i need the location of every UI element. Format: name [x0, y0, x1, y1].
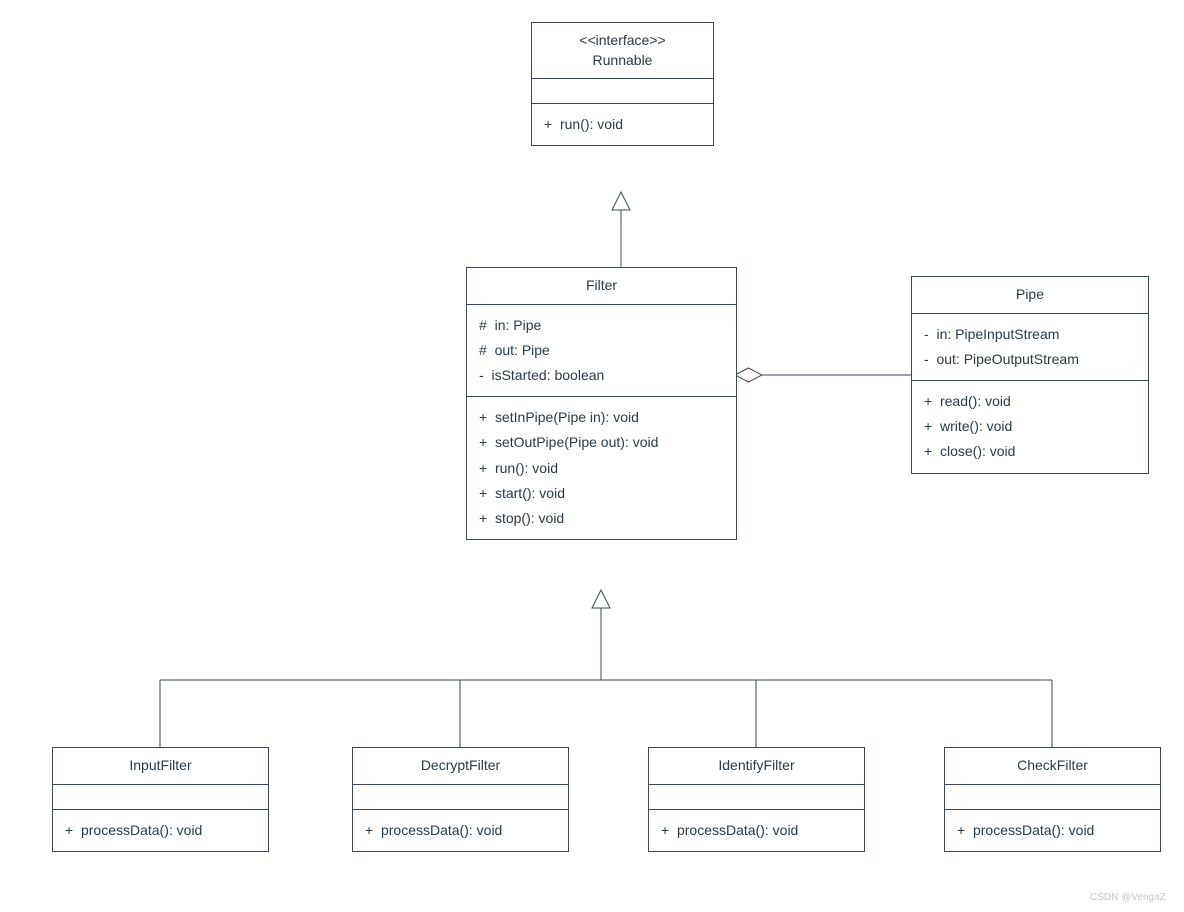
class-attrs — [649, 785, 864, 810]
watermark: CSDN @VengaZ — [1090, 892, 1166, 903]
class-title: Filter — [467, 268, 736, 305]
class-ops: + run(): void — [532, 104, 713, 145]
uml-canvas: <<interface>> Runnable + run(): void Fil… — [0, 0, 1184, 912]
class-inputfilter: InputFilter + processData(): void — [52, 747, 269, 852]
class-title: DecryptFilter — [353, 748, 568, 785]
class-attrs — [53, 785, 268, 810]
class-title: InputFilter — [53, 748, 268, 785]
class-attrs — [532, 79, 713, 104]
class-attrs: - in: PipeInputStream - out: PipeOutputS… — [912, 314, 1148, 381]
class-name: Filter — [479, 276, 724, 296]
class-checkfilter: CheckFilter + processData(): void — [944, 747, 1161, 852]
class-pipe: Pipe - in: PipeInputStream - out: PipeOu… — [911, 276, 1149, 474]
class-name: Pipe — [924, 285, 1136, 305]
class-ops: + setInPipe(Pipe in): void + setOutPipe(… — [467, 397, 736, 539]
class-name: Runnable — [544, 51, 701, 71]
class-name: InputFilter — [65, 756, 256, 776]
class-ops: + read(): void + write(): void + close()… — [912, 381, 1148, 473]
class-attrs — [945, 785, 1160, 810]
class-title: IdentifyFilter — [649, 748, 864, 785]
class-title: <<interface>> Runnable — [532, 23, 713, 79]
class-title: CheckFilter — [945, 748, 1160, 785]
class-name: IdentifyFilter — [661, 756, 852, 776]
class-runnable: <<interface>> Runnable + run(): void — [531, 22, 714, 146]
class-name: CheckFilter — [957, 756, 1148, 776]
class-title: Pipe — [912, 277, 1148, 314]
class-attrs: # in: Pipe # out: Pipe - isStarted: bool… — [467, 305, 736, 398]
class-filter: Filter # in: Pipe # out: Pipe - isStarte… — [466, 267, 737, 540]
class-ops: + processData(): void — [53, 810, 268, 851]
class-ops: + processData(): void — [945, 810, 1160, 851]
class-name: DecryptFilter — [365, 756, 556, 776]
stereotype: <<interface>> — [544, 31, 701, 51]
class-ops: + processData(): void — [353, 810, 568, 851]
class-ops: + processData(): void — [649, 810, 864, 851]
class-decryptfilter: DecryptFilter + processData(): void — [352, 747, 569, 852]
class-identifyfilter: IdentifyFilter + processData(): void — [648, 747, 865, 852]
class-attrs — [353, 785, 568, 810]
